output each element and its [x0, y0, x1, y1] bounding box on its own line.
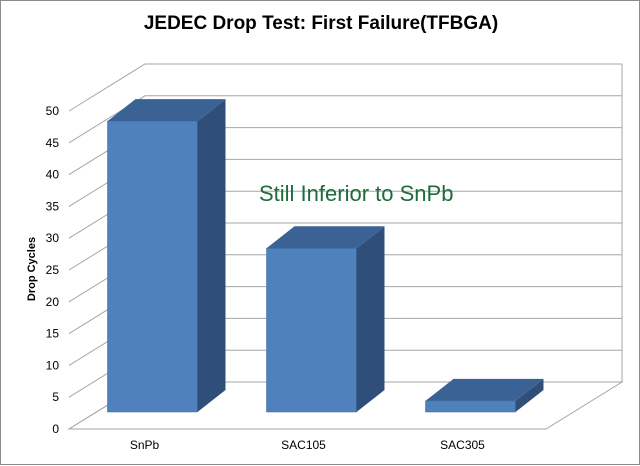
y-tick-label: 35 [46, 199, 60, 213]
x-tick-label: SAC105 [281, 438, 326, 452]
y-tick-label: 0 [52, 422, 59, 436]
y-axis-label: Drop Cycles [26, 236, 38, 302]
y-tick-label: 45 [46, 136, 60, 150]
bar-side-face [515, 378, 544, 412]
y-tick-label: 40 [46, 168, 60, 182]
bars-layer [107, 99, 544, 413]
annotation-text: Still Inferior to SnPb [259, 181, 454, 206]
bar-top-face [107, 99, 226, 122]
y-tick-label: 5 [52, 390, 59, 404]
bar-sac105 [266, 226, 385, 413]
gridline [68, 95, 622, 144]
y-tick-label: 50 [46, 104, 60, 118]
bar-front-face [107, 120, 198, 413]
gridline [68, 63, 622, 112]
bar-top-face [425, 378, 544, 401]
y-tick-label: 30 [46, 231, 60, 245]
bar-side-face [197, 99, 226, 412]
bar-front-face [425, 400, 516, 413]
bar-snpb [107, 99, 226, 413]
y-tick-label: 25 [46, 263, 60, 277]
ticks-layer: 0 5 10 15 20 25 30 35 40 45 50 SnPb SAC105 SAC305 [46, 104, 486, 452]
y-tick-label: 10 [46, 358, 60, 372]
x-tick-label: SnPb [130, 438, 160, 452]
y-tick-label: 20 [46, 295, 60, 309]
bar-front-face [266, 248, 357, 413]
bar-top-face [266, 226, 385, 249]
chart-title: JEDEC Drop Test: First Failure(TFBGA) [143, 13, 499, 34]
y-tick-label: 15 [46, 327, 60, 341]
bar-side-face [356, 226, 385, 412]
x-tick-label: SAC305 [440, 438, 485, 452]
bar-sac305 [425, 378, 544, 413]
